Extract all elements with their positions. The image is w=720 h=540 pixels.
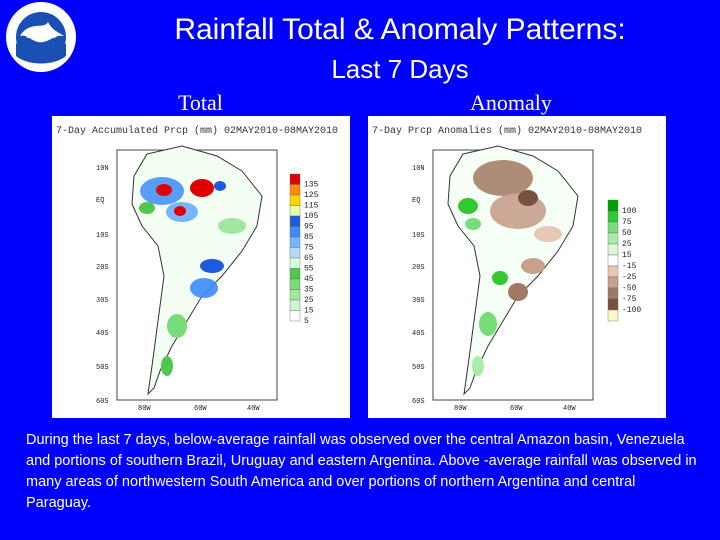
legend-swatch (289, 205, 301, 217)
anomaly-xtick: 80W (454, 405, 467, 413)
total-label: Total (178, 90, 223, 115)
legend-label: 5 (304, 317, 309, 326)
legend-swatch (607, 232, 619, 245)
anomaly-xtick: 40W (563, 405, 576, 413)
legend-label: 75 (304, 244, 314, 253)
noaa-logo: NOAA (6, 2, 76, 72)
total-ytick: 40S (96, 330, 109, 338)
legend-swatch (607, 221, 619, 234)
total-xtick: 40W (247, 405, 260, 413)
legend-swatch (289, 299, 301, 311)
legend-label: 95 (304, 223, 314, 232)
total-map: 10N EQ 10S 20S 30S 40S 50S 60S 80W 60W 4… (96, 145, 319, 413)
legend-swatch (289, 247, 301, 259)
anomaly-label: Anomaly (470, 90, 552, 115)
total-rain-blobs (139, 177, 246, 376)
description-text: During the last 7 days, below-average ra… (26, 432, 697, 511)
total-map-panel: 7-Day Accumulated Prcp (mm) 02MAY2010-08… (52, 116, 350, 418)
legend-swatch (607, 243, 619, 256)
total-ytick: 30S (96, 297, 109, 305)
legend-label: -100 (622, 306, 641, 315)
legend-swatch (607, 287, 619, 300)
legend-swatch (289, 173, 301, 185)
legend-label: 65 (304, 254, 314, 263)
total-ytick: 10N (96, 165, 109, 173)
anomaly-ytick: 50S (412, 364, 425, 372)
legend-swatch (289, 236, 301, 248)
anomaly-ytick: 30S (412, 297, 425, 305)
legend-label: 115 (304, 202, 319, 211)
legend-label: 55 (304, 265, 314, 274)
legend-label: 25 (622, 240, 632, 249)
anomaly-map-title: 7-Day Prcp Anomalies (mm) 02MAY2010-08MA… (372, 126, 643, 137)
anomaly-map: 10N EQ 10S 20S 30S 40S 50S 60S 80W 60W 4… (412, 145, 641, 413)
legend-label: 105 (304, 212, 319, 221)
anomaly-ytick: EQ (412, 197, 420, 205)
anomaly-blobs (458, 160, 562, 376)
legend-swatch (607, 309, 619, 322)
total-ytick: EQ (96, 197, 104, 205)
legend-swatch (289, 226, 301, 238)
legend-label: 25 (304, 296, 314, 305)
legend-swatch (289, 289, 301, 301)
legend-swatch (607, 298, 619, 311)
anomaly-ytick: 20S (412, 264, 425, 272)
legend-swatch (607, 276, 619, 289)
legend-swatch (607, 265, 619, 278)
legend-swatch (289, 268, 301, 280)
slide-title: Rainfall Total & Anomaly Patterns: (174, 13, 626, 46)
legend-label: -25 (622, 273, 637, 282)
legend-label: 45 (304, 275, 314, 284)
legend-label: -50 (622, 284, 637, 293)
legend-label: 15 (622, 251, 632, 260)
logo-center-text: NOAA (26, 30, 55, 41)
legend-label: 75 (622, 218, 632, 227)
total-ytick: 20S (96, 264, 109, 272)
total-xtick: 80W (138, 405, 151, 413)
legend-label: 125 (304, 191, 319, 200)
total-xtick: 60W (194, 405, 207, 413)
anomaly-ytick: 60S (412, 398, 425, 406)
anomaly-legend: 100 75 50 25 15 -15 -25 -50 -75 -100 (607, 199, 641, 322)
legend-label: -15 (622, 262, 637, 271)
legend-label: 15 (304, 307, 314, 316)
legend-label: -75 (622, 295, 637, 304)
legend-label: 100 (622, 207, 637, 216)
legend-label: 50 (622, 229, 632, 238)
anomaly-ytick: 40S (412, 330, 425, 338)
legend-label: 35 (304, 286, 314, 295)
legend-swatch (289, 310, 301, 322)
legend-swatch (289, 184, 301, 196)
anomaly-ytick: 10N (412, 165, 425, 173)
legend-swatch (289, 278, 301, 290)
total-ytick: 10S (96, 232, 109, 240)
legend-swatch (289, 215, 301, 227)
anomaly-xtick: 60W (510, 405, 523, 413)
anomaly-ytick: 10S (412, 232, 425, 240)
slide-subtitle: Last 7 Days (331, 54, 469, 84)
anomaly-map-panel: 7-Day Prcp Anomalies (mm) 02MAY2010-08MA… (368, 116, 666, 418)
legend-swatch (607, 199, 619, 212)
legend-label: 85 (304, 233, 314, 242)
total-ytick: 50S (96, 364, 109, 372)
total-ytick: 60S (96, 398, 109, 406)
legend-swatch (289, 257, 301, 269)
legend-swatch (607, 210, 619, 223)
legend-swatch (607, 254, 619, 267)
total-map-title: 7-Day Accumulated Prcp (mm) 02MAY2010-08… (56, 126, 339, 137)
legend-label: 135 (304, 181, 319, 190)
total-continent (131, 145, 263, 396)
legend-swatch (289, 194, 301, 206)
